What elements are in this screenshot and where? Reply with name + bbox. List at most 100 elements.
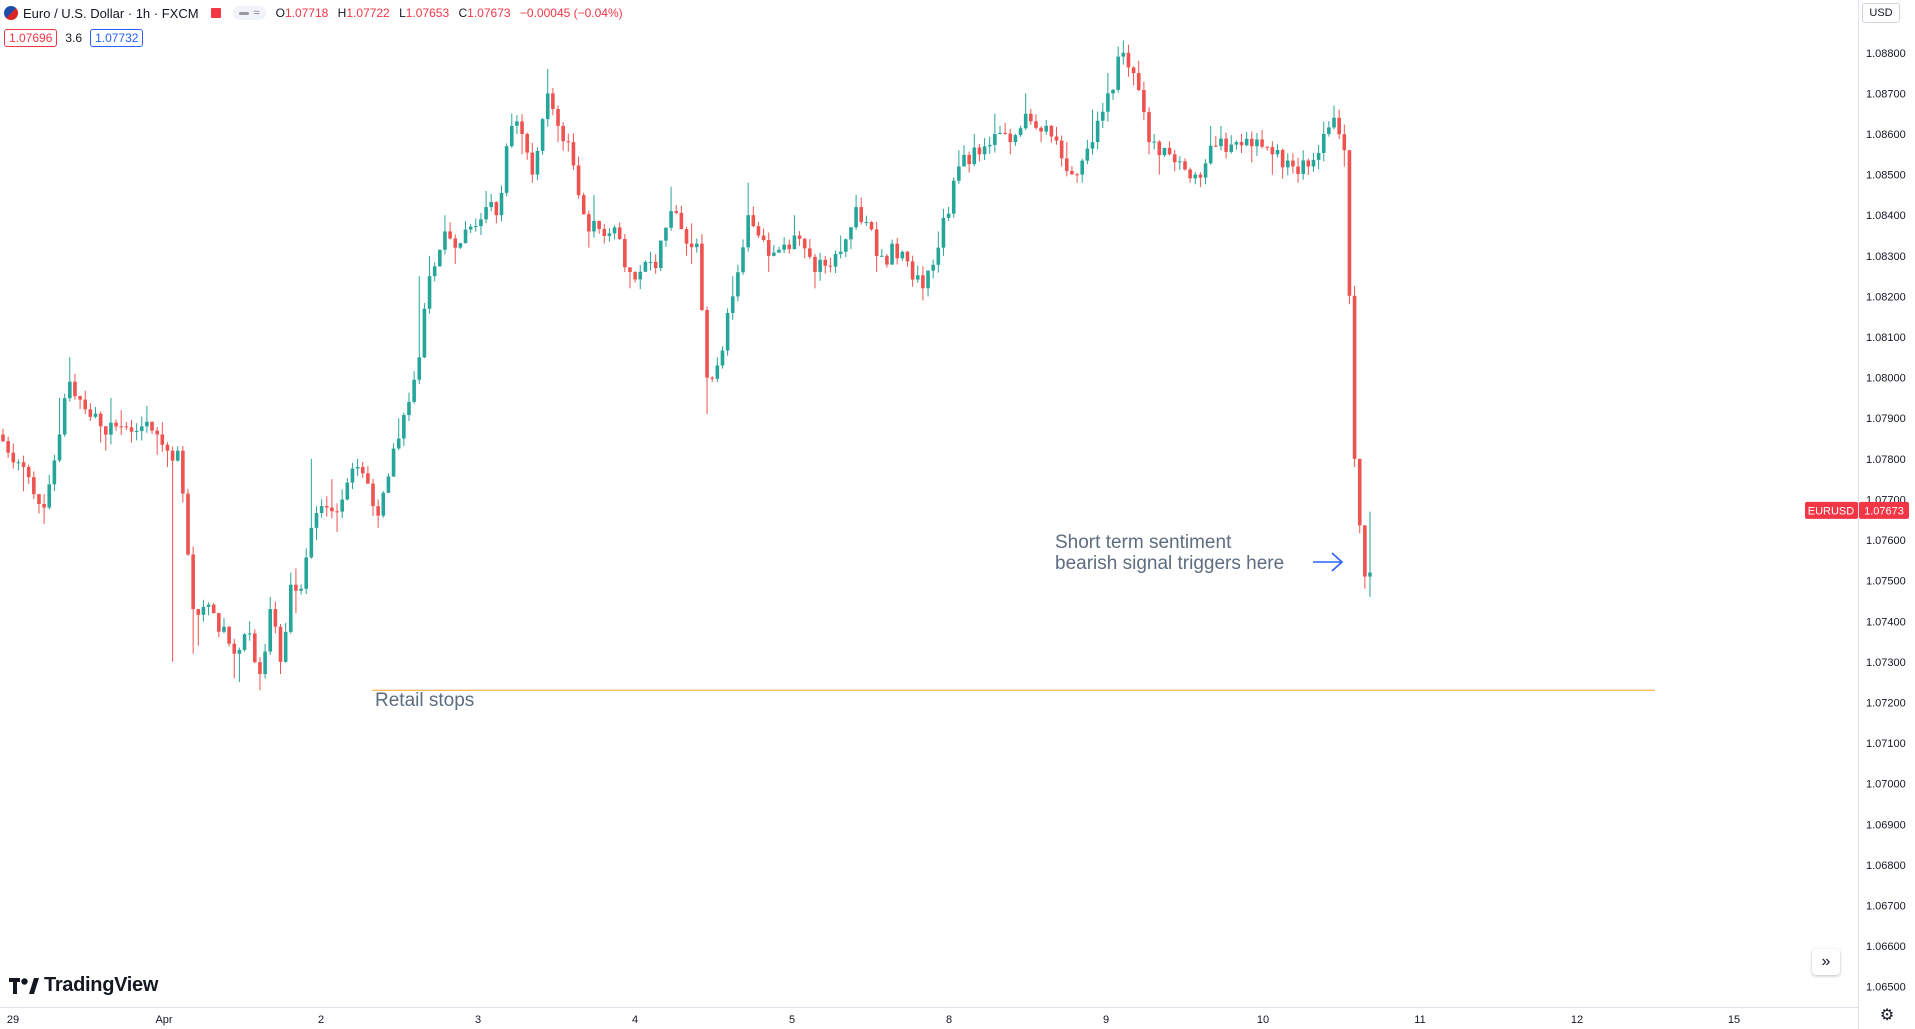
candle-body [859, 207, 864, 223]
candle-body [1301, 160, 1305, 174]
candle-body [951, 180, 956, 214]
candle-body [551, 93, 555, 110]
candle-body [525, 133, 529, 153]
candle [1049, 125, 1054, 143]
candle [859, 197, 864, 225]
candle [515, 115, 519, 134]
candle [792, 215, 797, 250]
candle-body [962, 154, 966, 167]
candle-body [201, 606, 206, 615]
dash-icon [238, 11, 249, 15]
candle [340, 489, 344, 519]
candle [1327, 121, 1331, 137]
candle-body [1147, 112, 1151, 143]
symbol-title[interactable]: Euro / U.S. Dollar · 1h · FXCM [23, 5, 199, 21]
settings-gear-icon[interactable]: ⚙ [1879, 1007, 1895, 1024]
candle-body [1044, 125, 1049, 132]
candle-body [556, 109, 560, 126]
candle-body [931, 264, 935, 271]
candle-body [52, 460, 57, 485]
candle-body [222, 626, 226, 632]
candle [520, 114, 524, 155]
candle-body [792, 235, 797, 250]
candle-body [715, 365, 720, 379]
candle-body [1178, 161, 1182, 163]
candle [1085, 139, 1090, 165]
candle [653, 254, 658, 274]
annotation-line-2: bearish signal triggers here [1055, 553, 1284, 574]
candle-body [504, 146, 509, 193]
candle [253, 629, 257, 664]
bid-button[interactable]: 1.07696 [4, 29, 58, 47]
candle-body [1234, 142, 1239, 145]
candle-body [1167, 147, 1172, 155]
candle-body [1296, 166, 1300, 174]
candle [694, 238, 699, 253]
candle [129, 419, 134, 443]
candle-body [422, 308, 427, 358]
candle-body [576, 165, 581, 196]
candle [78, 395, 82, 410]
candle [355, 458, 360, 477]
time-axis[interactable]: 29 Apr 2 3 4 5 8 9 10 11 12 15 [7, 1014, 1740, 1026]
candle [705, 306, 709, 415]
candle-body [1270, 147, 1275, 155]
candle [98, 411, 103, 443]
candle [725, 308, 730, 356]
candle-body [37, 494, 41, 504]
brand-name: TradingView [44, 974, 159, 996]
candle-body [509, 125, 514, 147]
candle-body [910, 261, 915, 280]
candle [211, 602, 216, 614]
candle-body [355, 466, 360, 469]
candle-body [566, 141, 571, 143]
candle [715, 357, 720, 383]
currency-button[interactable]: USD [1862, 3, 1900, 23]
candle-body [808, 248, 812, 257]
candle-body [849, 227, 853, 240]
scroll-to-realtime-button[interactable]: » [1812, 949, 1840, 975]
candle-body [278, 626, 283, 662]
candle [1100, 102, 1105, 129]
candle [587, 210, 591, 248]
candle [407, 392, 411, 422]
candle [879, 249, 884, 257]
candle [782, 237, 786, 254]
candle [1131, 66, 1136, 86]
candle-body [1142, 90, 1146, 113]
candle-body [1224, 138, 1228, 152]
candle-body [710, 377, 714, 379]
price-axis[interactable]: 1.08800 1.08700 1.08600 1.08500 1.08400 1.083… [1866, 48, 1906, 994]
time-tick-label: 11 [1414, 1014, 1425, 1026]
candle-body [468, 226, 473, 230]
candle [330, 479, 334, 519]
candle [88, 403, 93, 421]
ask-button[interactable]: 1.07732 [90, 29, 144, 47]
candle [700, 234, 704, 311]
candle [900, 250, 905, 261]
candle [453, 234, 458, 264]
candle-body [751, 215, 756, 227]
candle [885, 253, 889, 268]
candle-body [1285, 160, 1290, 168]
candle [376, 499, 380, 528]
candle-body [273, 609, 278, 627]
indicator-pill[interactable]: ≈ [232, 6, 266, 20]
candle-body [68, 381, 72, 399]
candle-body [1352, 295, 1357, 459]
candle [11, 443, 16, 469]
candle-body [725, 312, 730, 351]
candle [982, 138, 987, 160]
candle-body [957, 166, 961, 181]
candle [1172, 149, 1177, 172]
candle [191, 546, 195, 654]
quote-row: 1.07696 3.6 1.07732 [4, 29, 144, 47]
candle-body [659, 240, 663, 268]
candle [1013, 133, 1018, 146]
candle-body [1357, 458, 1362, 526]
tradingview-logo[interactable]: TradingView [9, 974, 158, 997]
candle-body [62, 398, 67, 435]
candle [62, 393, 67, 437]
candle-body [890, 243, 894, 265]
